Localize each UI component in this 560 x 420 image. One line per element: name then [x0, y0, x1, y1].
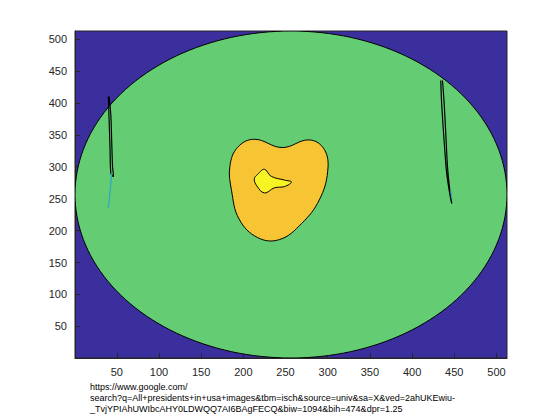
svg-text:350: 350: [361, 366, 379, 378]
svg-text:500: 500: [487, 366, 505, 378]
svg-text:search?q=All+presidents+in+usa: search?q=All+presidents+in+usa+images&tb…: [90, 393, 455, 403]
svg-text:400: 400: [403, 366, 421, 378]
svg-text:50: 50: [111, 366, 123, 378]
svg-text:100: 100: [49, 288, 67, 300]
svg-text:450: 450: [49, 65, 67, 77]
svg-text:500: 500: [49, 33, 67, 45]
svg-text:_TvjYPIAhUWIbcAHY0LDWQQ7AI6BAg: _TvjYPIAhUWIbcAHY0LDWQQ7AI6BAgFECQ&biw=1…: [89, 404, 402, 414]
svg-text:250: 250: [49, 193, 67, 205]
svg-text:250: 250: [276, 366, 294, 378]
svg-text:200: 200: [49, 225, 67, 237]
svg-text:https://www.google.com/: https://www.google.com/: [90, 382, 188, 392]
svg-text:300: 300: [49, 161, 67, 173]
svg-text:150: 150: [49, 257, 67, 269]
svg-text:450: 450: [445, 366, 463, 378]
svg-text:350: 350: [49, 129, 67, 141]
svg-text:400: 400: [49, 97, 67, 109]
svg-text:150: 150: [192, 366, 210, 378]
svg-text:50: 50: [55, 320, 67, 332]
svg-text:300: 300: [319, 366, 337, 378]
svg-text:100: 100: [150, 366, 168, 378]
svg-text:200: 200: [234, 366, 252, 378]
